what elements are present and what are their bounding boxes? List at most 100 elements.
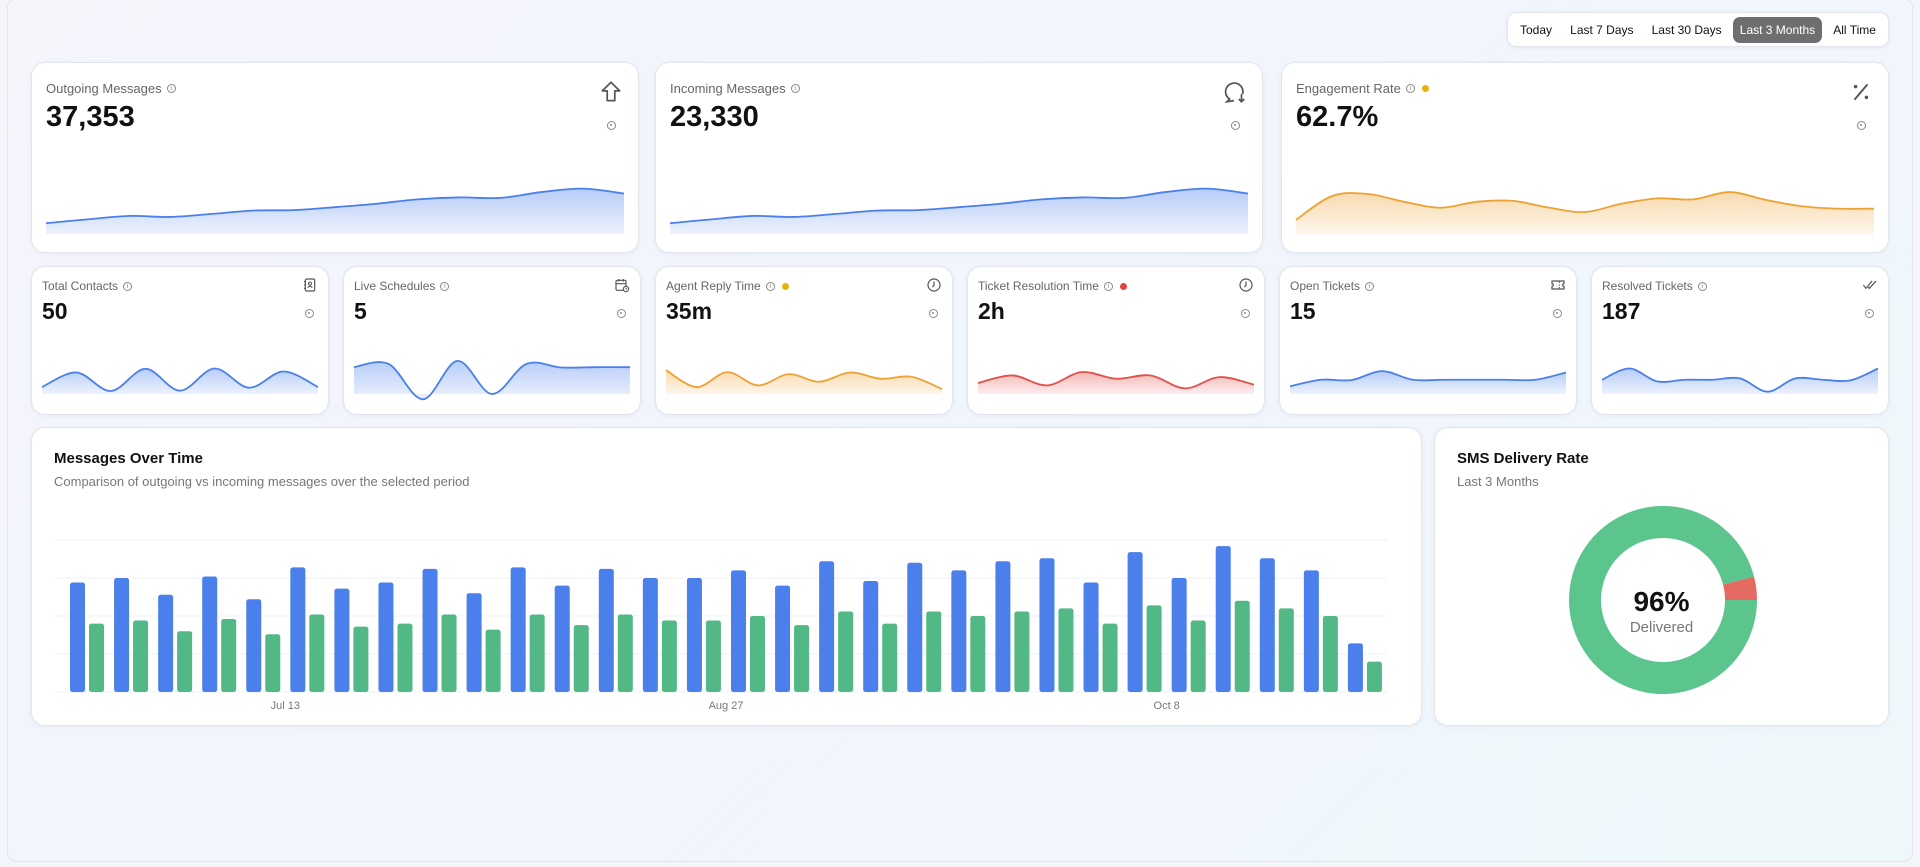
bar-incoming[interactable] [177, 631, 193, 692]
bar-incoming[interactable] [441, 614, 457, 692]
bar-incoming[interactable] [794, 625, 810, 692]
bar-incoming[interactable] [485, 629, 501, 692]
clock-icon [1239, 278, 1253, 292]
bar-incoming[interactable] [705, 620, 721, 692]
bar-outgoing[interactable] [158, 594, 174, 692]
settings-gear-icon[interactable] [1231, 121, 1240, 130]
bar-outgoing[interactable] [907, 562, 923, 692]
bar-outgoing[interactable] [114, 578, 130, 692]
bar-incoming[interactable] [1234, 600, 1250, 692]
x-tick-label: Aug 27 [709, 700, 744, 712]
bar-incoming[interactable] [926, 611, 942, 692]
sparkline-chart [669, 187, 1249, 234]
bar-incoming[interactable] [882, 623, 898, 692]
bar-incoming[interactable] [1322, 616, 1338, 692]
bar-incoming[interactable] [838, 611, 854, 692]
bar-incoming[interactable] [89, 623, 104, 692]
bar-outgoing[interactable] [642, 578, 658, 692]
clock-icon [927, 278, 941, 292]
bar-outgoing[interactable] [598, 568, 614, 692]
bar-outgoing[interactable] [422, 568, 438, 692]
bar-incoming[interactable] [1190, 620, 1206, 692]
bar-outgoing[interactable] [246, 599, 262, 692]
time-range-last-30-days[interactable]: Last 30 Days [1651, 22, 1722, 37]
bar-outgoing[interactable] [290, 567, 306, 692]
time-range-last-3-months[interactable]: Last 3 Months [1732, 16, 1823, 43]
settings-gear-icon[interactable] [1241, 309, 1250, 318]
bar-incoming[interactable] [529, 614, 545, 692]
bar-incoming[interactable] [133, 620, 149, 692]
bar-outgoing[interactable] [951, 570, 967, 692]
donut-slice-failed[interactable] [1723, 576, 1757, 600]
bar-incoming[interactable] [970, 616, 986, 692]
settings-gear-icon[interactable] [1553, 309, 1562, 318]
card-title: Ticket Resolution Time [978, 279, 1099, 293]
sparkline-line [41, 367, 319, 392]
card-title: Outgoing Messages [46, 81, 162, 96]
bar-outgoing[interactable] [466, 593, 482, 692]
info-icon[interactable]: i [440, 281, 450, 291]
info-icon[interactable]: i [166, 84, 176, 93]
settings-gear-icon[interactable] [1865, 309, 1874, 318]
bar-outgoing[interactable] [1215, 546, 1231, 692]
bar-incoming[interactable] [573, 625, 589, 692]
chart-subtitle: Last 3 Months [1457, 474, 1539, 489]
bar-incoming[interactable] [1014, 611, 1030, 692]
bar-outgoing[interactable] [378, 582, 394, 692]
bar-incoming[interactable] [397, 623, 413, 692]
bar-outgoing[interactable] [686, 578, 702, 692]
bar-outgoing[interactable] [995, 561, 1011, 692]
bar-incoming[interactable] [221, 619, 237, 692]
info-icon[interactable]: i [1365, 281, 1375, 291]
sparkline-line [353, 359, 631, 401]
info-icon[interactable]: i [123, 281, 133, 291]
bar-outgoing[interactable] [1259, 558, 1275, 692]
settings-gear-icon[interactable] [305, 309, 314, 318]
bar-incoming[interactable] [1058, 608, 1074, 692]
info-icon[interactable]: i [1697, 281, 1707, 291]
info-icon[interactable]: i [1103, 281, 1113, 291]
sparkline-chart [977, 371, 1255, 394]
bar-incoming[interactable] [1366, 661, 1382, 692]
card-value: 187 [1602, 298, 1641, 324]
bar-incoming[interactable] [1102, 623, 1118, 692]
bar-outgoing[interactable] [70, 582, 85, 692]
bar-outgoing[interactable] [819, 561, 835, 692]
bar-outgoing[interactable] [1171, 578, 1187, 692]
bar-incoming[interactable] [1146, 605, 1162, 692]
settings-gear-icon[interactable] [607, 121, 616, 130]
bar-outgoing[interactable] [863, 581, 879, 692]
bar-incoming[interactable] [265, 634, 281, 692]
bar-incoming[interactable] [1278, 608, 1294, 692]
time-range-today[interactable]: Today [1520, 22, 1553, 37]
info-icon[interactable]: i [1405, 84, 1415, 93]
bar-outgoing[interactable] [554, 585, 570, 692]
bar-outgoing[interactable] [731, 570, 746, 692]
bar-outgoing[interactable] [775, 585, 791, 692]
bar-outgoing[interactable] [1347, 643, 1363, 692]
agent-reply-time-card: Agent Reply Time i 35m [655, 266, 953, 415]
bar-incoming[interactable] [750, 616, 765, 692]
bar-outgoing[interactable] [334, 588, 350, 692]
bar-outgoing[interactable] [1083, 582, 1099, 692]
time-range-last-7-days[interactable]: Last 7 Days [1570, 22, 1634, 37]
card-title: Live Schedules [354, 279, 436, 293]
settings-gear-icon[interactable] [617, 309, 626, 318]
bar-outgoing[interactable] [510, 567, 526, 692]
bar-incoming[interactable] [353, 626, 369, 692]
settings-gear-icon[interactable] [1857, 121, 1866, 130]
bar-incoming[interactable] [309, 614, 325, 692]
bar-incoming[interactable] [617, 614, 633, 692]
settings-gear-icon[interactable] [929, 309, 938, 318]
bar-outgoing[interactable] [1303, 570, 1319, 692]
bar-outgoing[interactable] [202, 576, 218, 692]
donut-slice-delivered[interactable] [1569, 506, 1757, 694]
bar-outgoing[interactable] [1039, 558, 1055, 692]
incoming-messages-card: Incoming Messages i 23,330 [655, 62, 1263, 253]
info-icon[interactable]: i [790, 84, 800, 93]
bar-outgoing[interactable] [1127, 552, 1143, 692]
time-range-all-time[interactable]: All Time [1833, 22, 1876, 37]
bar-incoming[interactable] [661, 620, 677, 692]
info-icon[interactable]: i [765, 281, 775, 291]
double-check-icon [1862, 280, 1877, 290]
